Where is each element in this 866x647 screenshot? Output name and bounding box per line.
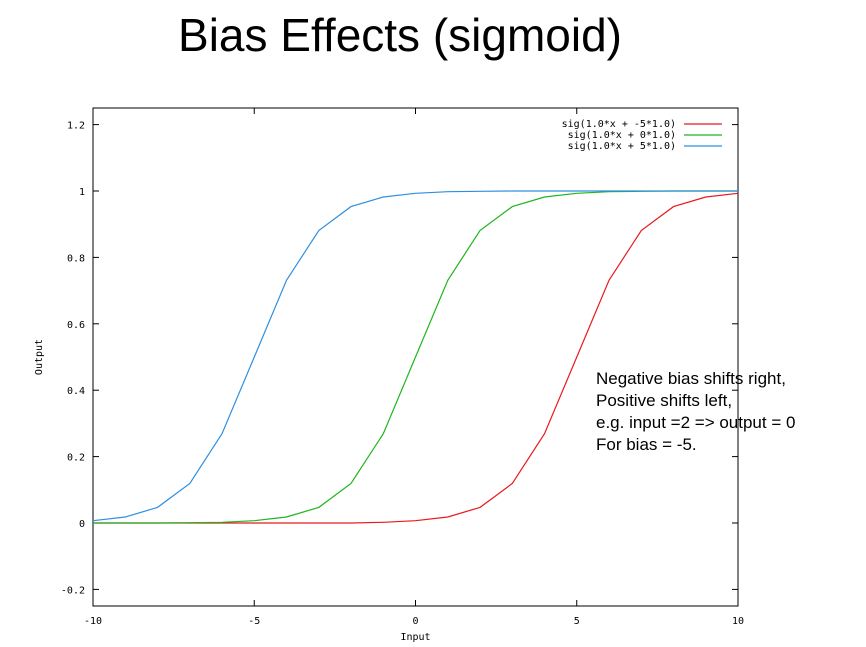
y-tick-label: 0.8 <box>67 253 85 264</box>
y-tick-label: 0.6 <box>67 320 85 331</box>
legend-label: sig(1.0*x + -5*1.0) <box>562 119 676 130</box>
annotation-line: e.g. input =2 => output = 0 <box>596 413 796 432</box>
x-axis-title: Input <box>400 632 430 643</box>
y-tick-label: -0.2 <box>61 585 85 596</box>
axis-ticks <box>92 108 739 606</box>
annotation-line: For bias = -5. <box>596 435 697 454</box>
y-tick-label: 0.2 <box>67 453 85 464</box>
legend-label: sig(1.0*x + 0*1.0) <box>568 130 676 141</box>
annotation-line: Negative bias shifts right, <box>596 369 786 388</box>
series-lines <box>92 190 739 524</box>
annotation-line: Positive shifts left, <box>596 391 733 410</box>
x-tick-label: -5 <box>248 616 260 627</box>
y-tick-label: 0 <box>79 519 85 530</box>
y-tick-label: 1.2 <box>67 121 85 132</box>
x-tick-label: 0 <box>412 616 418 627</box>
x-tick-label: -10 <box>84 616 102 627</box>
x-tick-label: 5 <box>574 616 580 627</box>
tick-labels: -10 -5 0 5 10 -0.2 0 0.2 0.4 0.6 0.8 1 1.2 <box>61 121 744 627</box>
bias-annotation: Negative bias shifts right, Positive shi… <box>596 368 795 456</box>
y-axis-title: Output <box>34 339 45 375</box>
legend-label: sig(1.0*x + 5*1.0) <box>568 141 676 152</box>
series-line <box>93 190 738 524</box>
y-tick-label: 1 <box>79 187 85 198</box>
y-tick-label: 0.4 <box>67 386 85 397</box>
series-line <box>92 190 738 522</box>
slide-title: Bias Effects (sigmoid) <box>178 9 622 61</box>
legend: sig(1.0*x + -5*1.0)sig(1.0*x + 0*1.0)sig… <box>562 119 722 152</box>
x-tick-label: 10 <box>732 616 744 627</box>
